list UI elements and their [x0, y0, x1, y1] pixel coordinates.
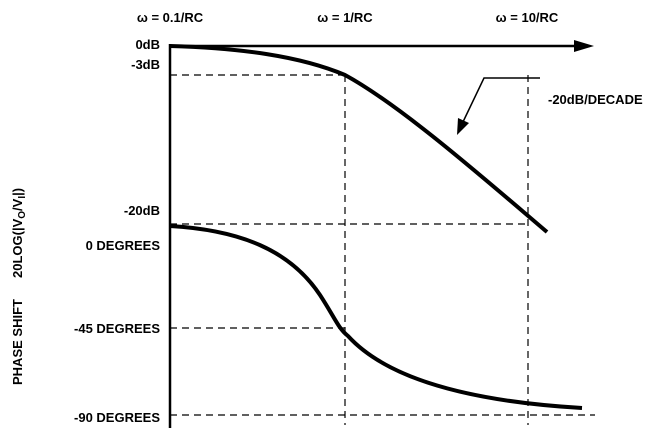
top-label: ω = 1/RC — [317, 10, 373, 25]
axis-arrow — [574, 40, 594, 52]
left-label: -20dB — [124, 203, 160, 218]
left-label: -3dB — [131, 57, 160, 72]
label-part: I — [17, 196, 28, 199]
left-label: -90 DEGREES — [74, 410, 160, 425]
left-label: 0 DEGREES — [86, 238, 161, 253]
magnitude-curve — [169, 44, 549, 234]
annotation: -20dB/DECADE — [548, 92, 643, 107]
label-part: /V — [10, 198, 25, 211]
axis-label-phase: PHASE SHIFT — [10, 299, 25, 385]
phase-curve — [169, 224, 583, 410]
top-label: ω = 0.1/RC — [137, 10, 204, 25]
top-label: ω = 10/RC — [496, 10, 559, 25]
left-label: -45 DEGREES — [74, 321, 160, 336]
dashed-guides — [170, 74, 595, 425]
annotation-arrow — [457, 118, 469, 135]
annotation-leader — [461, 77, 540, 125]
label-part: 20LOG(|V — [10, 218, 25, 278]
left-label: 0dB — [135, 37, 160, 52]
axis-label-magnitude: 20LOG(|VO/VI|) — [10, 188, 28, 278]
label-part: O — [17, 211, 28, 219]
label-part: |) — [10, 188, 25, 196]
